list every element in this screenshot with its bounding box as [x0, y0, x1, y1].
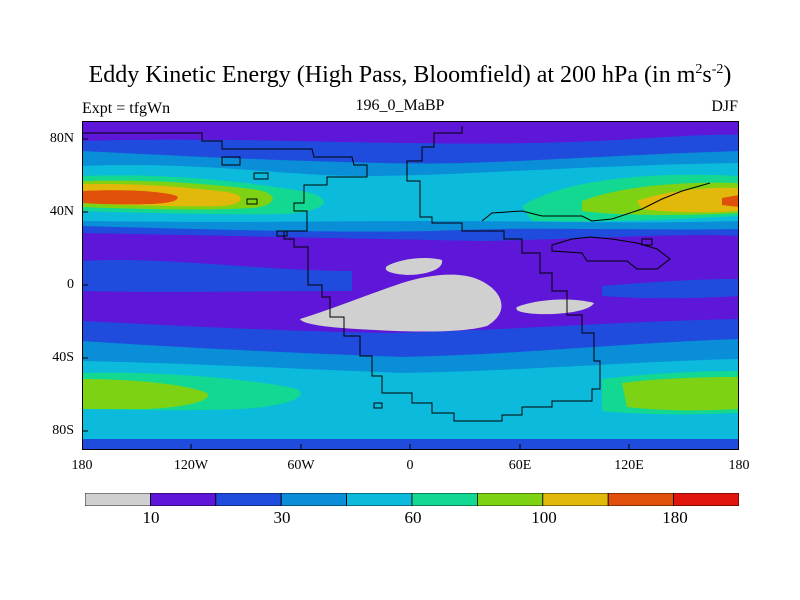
- band-30-low-lat: [82, 259, 352, 292]
- y-tick-80n: 80N: [49, 131, 74, 146]
- coastlines: [82, 126, 711, 422]
- contour-map: [82, 121, 739, 450]
- grey-patch-east: [516, 299, 594, 315]
- x-tick-180e: 180: [728, 458, 750, 473]
- x-tick-180w: 180: [71, 458, 93, 473]
- grey-patch-equatorial: [300, 274, 502, 332]
- x-tick-60w: 60W: [287, 458, 315, 473]
- colorbar-box-4: [346, 492, 413, 507]
- y-tick-40s: 40S: [52, 350, 74, 365]
- colorbar-box-3: [280, 492, 347, 507]
- colorbar-box-2: [215, 492, 282, 507]
- x-tick-120e: 120E: [614, 458, 644, 473]
- grey-patch-north: [385, 258, 443, 275]
- band-120-south-west: [82, 379, 208, 409]
- band-160-north-east: [722, 195, 739, 207]
- band-30-low-lat-east: [602, 279, 739, 299]
- colorbar-label-30: 30: [273, 508, 291, 527]
- band-120-south-east: [622, 377, 739, 411]
- y-tick-0: 0: [67, 277, 74, 292]
- colorbar: [84, 492, 740, 507]
- colorbar-label-180: 180: [662, 508, 688, 527]
- colorbar-label-100: 100: [531, 508, 557, 527]
- map-tick-marks: [82, 138, 630, 450]
- band-160-north-west: [82, 190, 178, 205]
- y-tick-40n: 40N: [49, 204, 74, 219]
- colorbar-box-6: [476, 492, 544, 507]
- x-tick-60e: 60E: [508, 458, 532, 473]
- experiment-label: Expt = tfgWn: [82, 100, 171, 117]
- colorbar-box-9: [673, 492, 740, 507]
- y-tick-80s: 80S: [52, 423, 74, 438]
- x-tick-0: 0: [406, 458, 414, 473]
- x-tick-120w: 120W: [173, 458, 209, 473]
- colorbar-box-5: [411, 492, 478, 507]
- band-140-north-east: [637, 187, 739, 213]
- season-label: DJF: [711, 98, 738, 115]
- colorbar-box-8: [607, 492, 675, 507]
- colorbar-label-60: 60: [404, 508, 422, 527]
- colorbar-box-0: [84, 492, 151, 507]
- band-80-south: [82, 359, 739, 439]
- colorbar-label-10: 10: [142, 508, 160, 527]
- colorbar-box-7: [542, 492, 609, 507]
- plot-subtitle: 196_0_MaBP: [355, 97, 445, 114]
- plot-title: Eddy Kinetic Energy (High Pass, Bloomfie…: [88, 62, 732, 88]
- colorbar-box-1: [150, 492, 217, 507]
